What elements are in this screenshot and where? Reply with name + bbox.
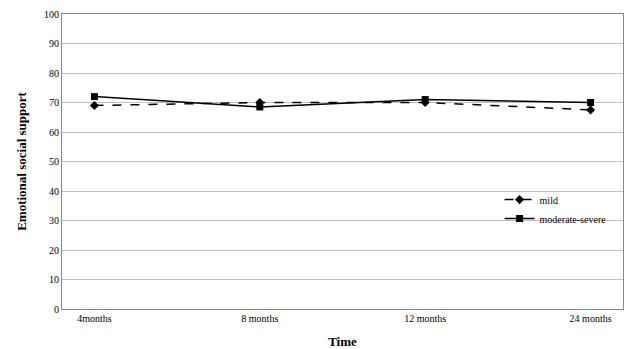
svg-text:60: 60 <box>49 127 59 138</box>
svg-text:70: 70 <box>49 97 59 108</box>
svg-text:24 months: 24 months <box>570 313 612 324</box>
svg-text:8 months: 8 months <box>241 313 278 324</box>
svg-text:50: 50 <box>49 156 59 167</box>
svg-text:30: 30 <box>49 215 59 226</box>
svg-text:12 months: 12 months <box>404 313 446 324</box>
svg-text:Emotional social support: Emotional social support <box>14 91 29 230</box>
svg-text:100: 100 <box>44 9 59 20</box>
svg-text:mild: mild <box>540 195 558 206</box>
svg-text:90: 90 <box>49 38 59 49</box>
svg-text:Time: Time <box>328 334 357 349</box>
svg-text:10: 10 <box>49 274 59 285</box>
svg-text:20: 20 <box>49 245 59 256</box>
svg-text:80: 80 <box>49 68 59 79</box>
svg-text:4months: 4months <box>77 313 112 324</box>
svg-text:0: 0 <box>54 304 59 315</box>
svg-text:moderate-severe: moderate-severe <box>540 214 607 225</box>
svg-text:40: 40 <box>49 186 59 197</box>
